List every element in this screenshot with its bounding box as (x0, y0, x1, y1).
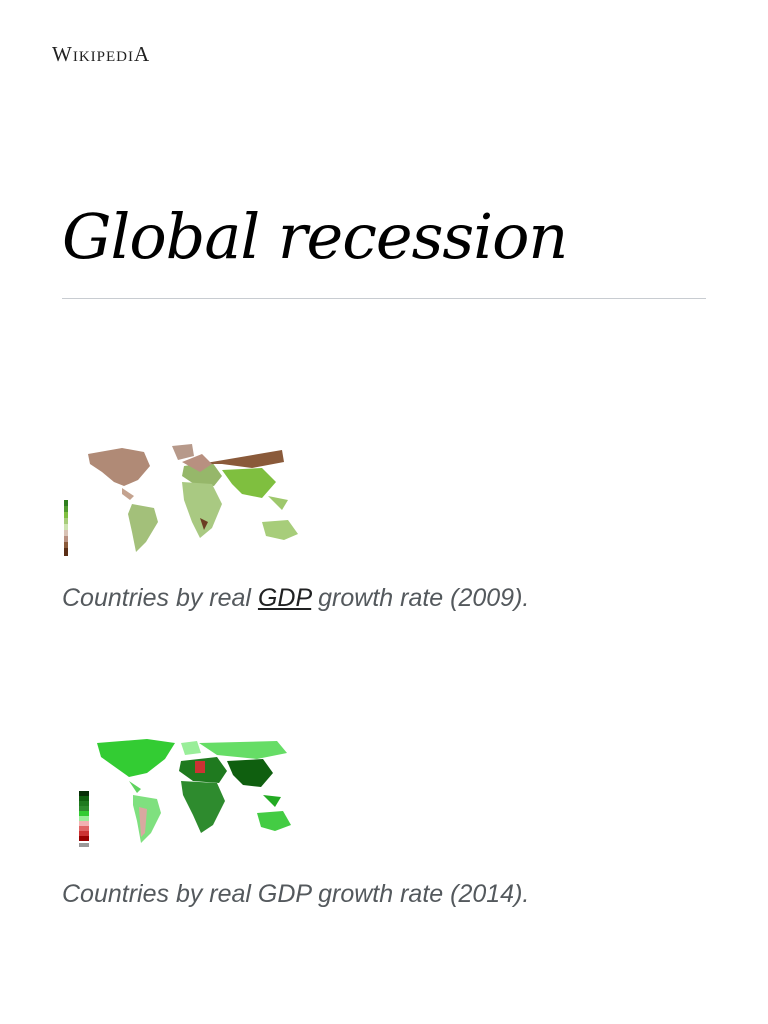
caption-text: growth rate (2009). (311, 584, 530, 612)
map-legend (79, 791, 89, 847)
map-2014[interactable] (77, 737, 302, 850)
gdp-link[interactable]: GDP (257, 584, 312, 612)
figure-caption: Countries by real GDP growth rate (2009)… (62, 584, 529, 613)
article-title: Global recession (62, 200, 568, 273)
map-legend (64, 500, 68, 556)
caption-text: Countries by real (62, 584, 258, 612)
caption-text: Countries by real GDP growth rate (2014)… (62, 880, 530, 908)
title-divider (62, 298, 706, 299)
wikipedia-logo[interactable]: WikipediA (52, 42, 151, 66)
map-2009[interactable] (62, 442, 316, 558)
figure-caption: Countries by real GDP growth rate (2014)… (62, 880, 529, 909)
